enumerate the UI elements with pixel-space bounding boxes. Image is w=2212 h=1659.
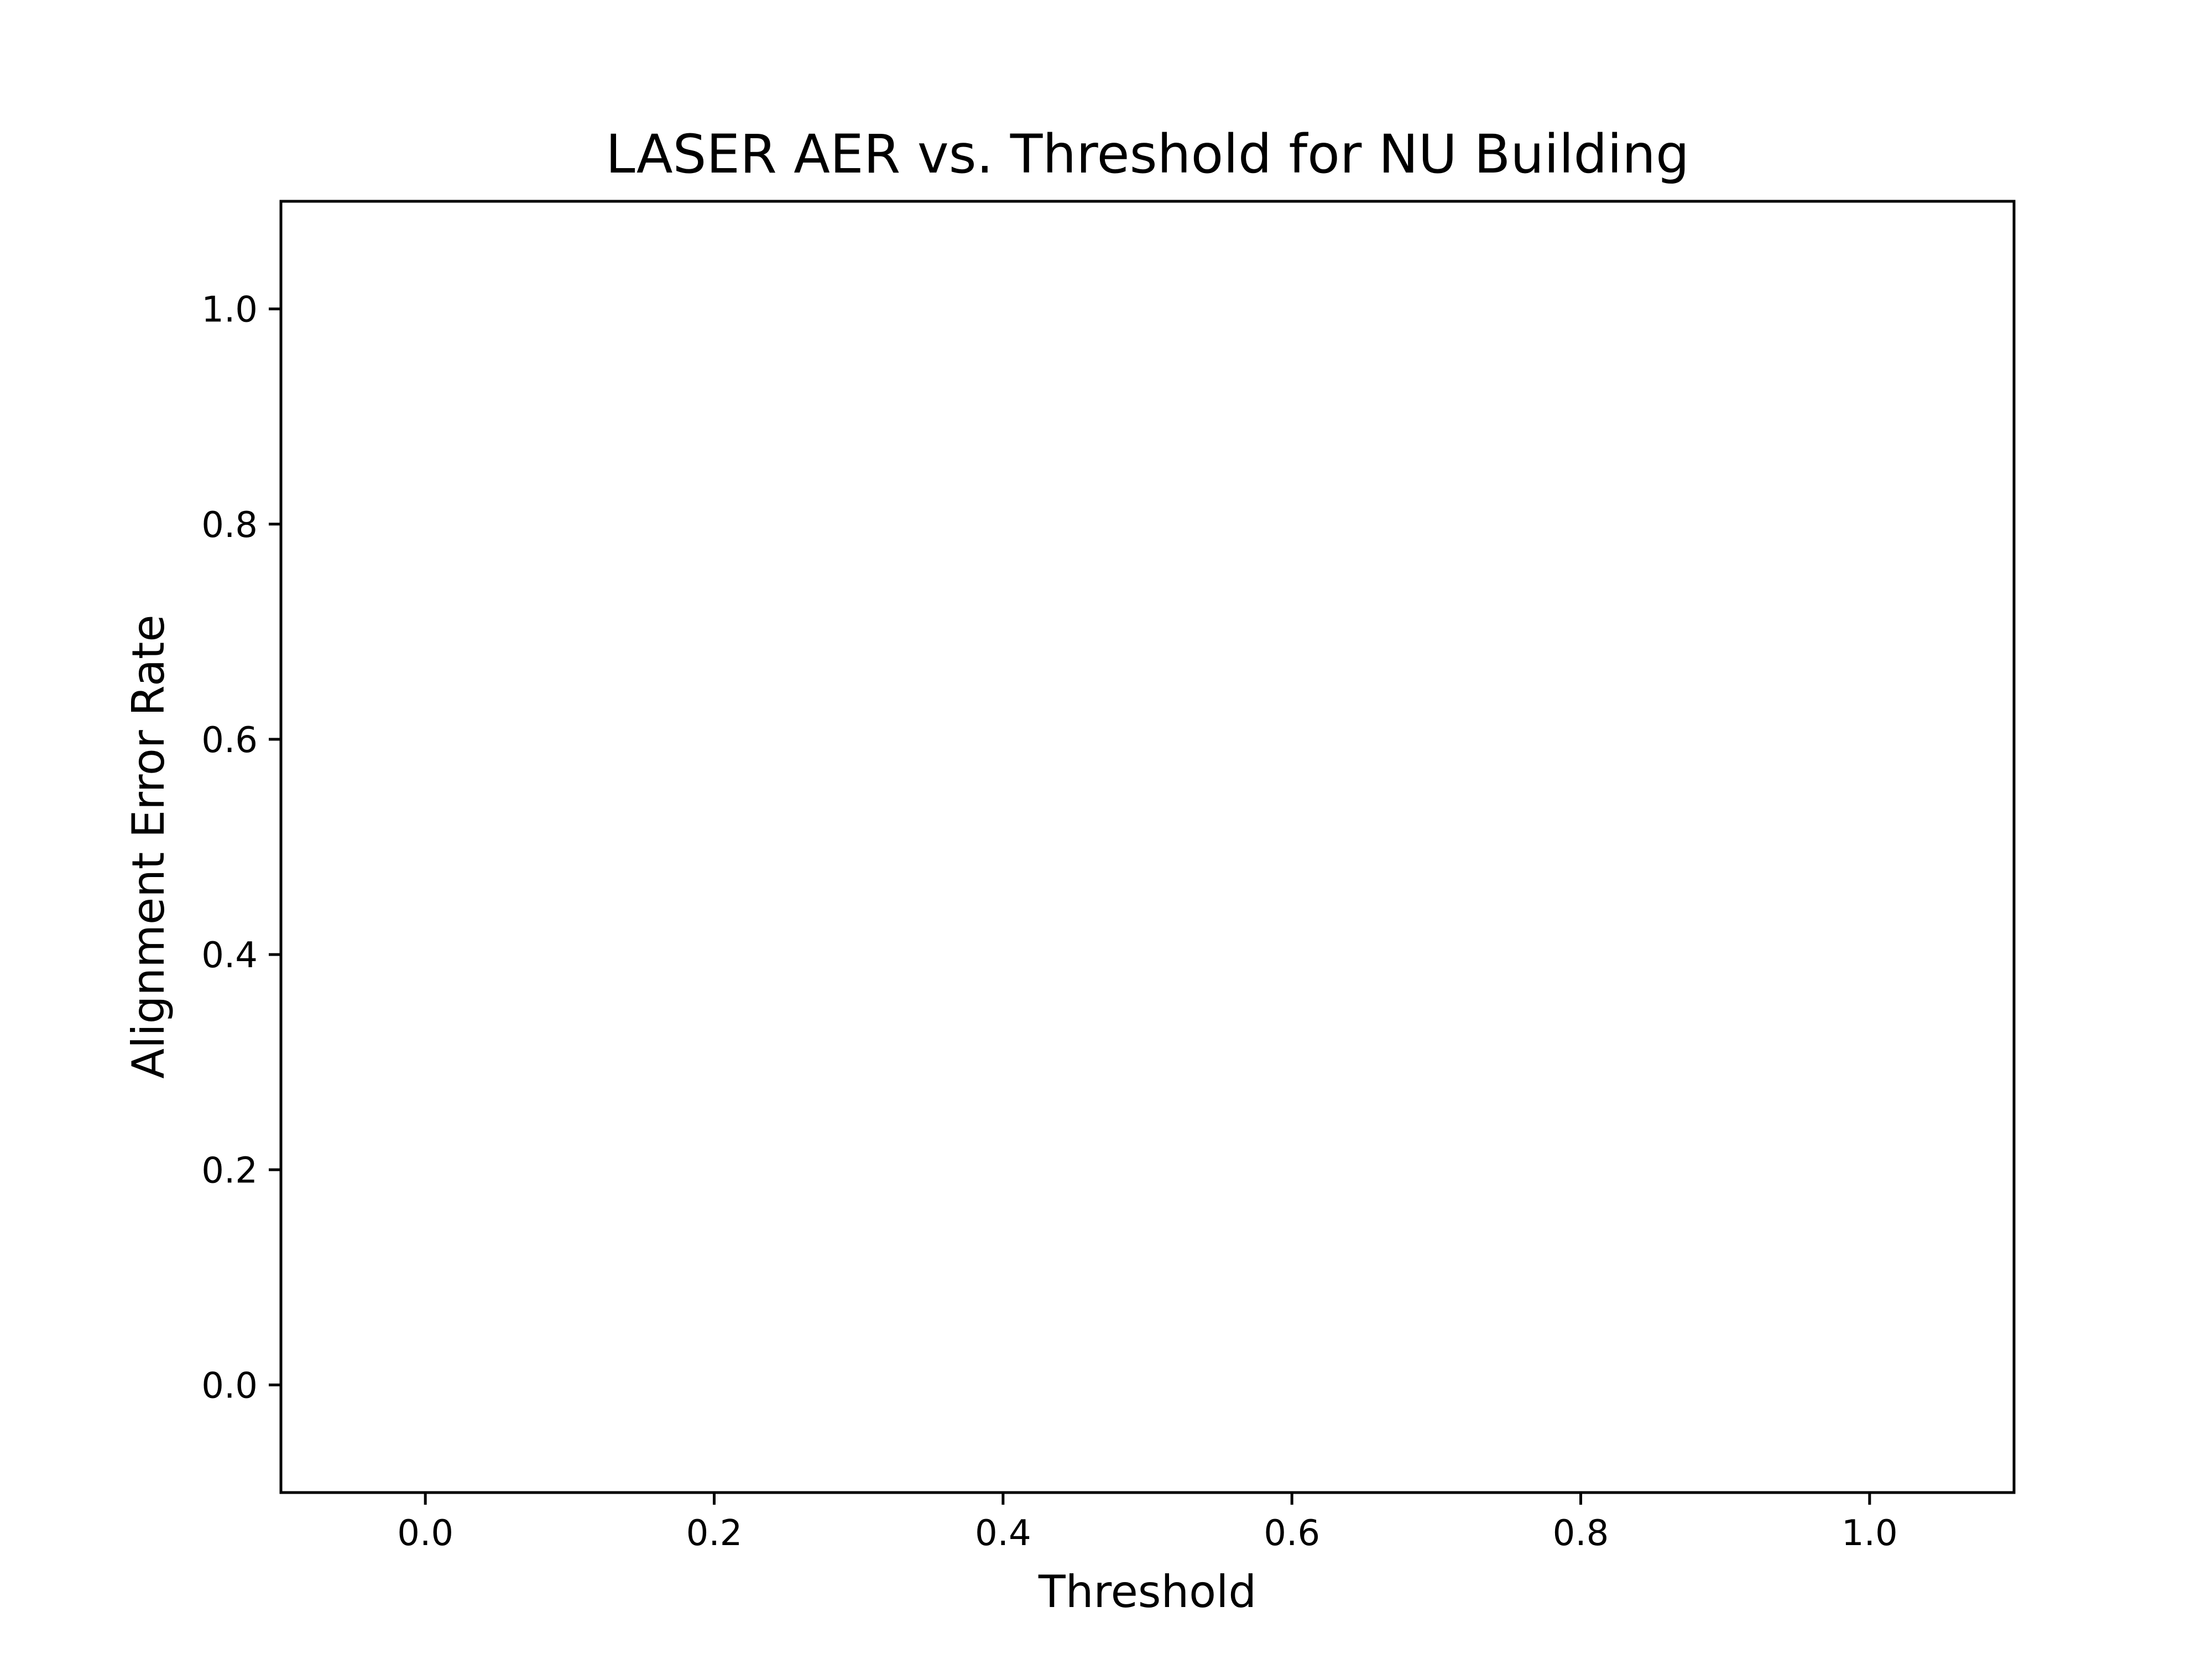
x-tick-label: 0.2 — [686, 1513, 743, 1554]
x-tick-label: 0.6 — [1264, 1513, 1320, 1554]
y-tick-label: 0.6 — [201, 720, 258, 761]
x-tick-label: 1.0 — [1841, 1513, 1898, 1554]
x-tick-label: 0.4 — [975, 1513, 1031, 1554]
plot-frame — [279, 200, 2016, 1494]
y-tick-label: 1.0 — [201, 290, 258, 331]
y-axis-ticks: 0.0 0.2 0.4 0.6 0.8 1.0 — [201, 290, 281, 1406]
y-tick-label: 0.2 — [201, 1150, 258, 1191]
x-tick-label: 0.8 — [1553, 1513, 1609, 1554]
x-tick-label: 0.0 — [397, 1513, 453, 1554]
y-tick-label: 0.4 — [201, 935, 258, 976]
y-tick-label: 0.8 — [201, 505, 258, 546]
y-axis-label: Alignment Error Rate — [123, 614, 174, 1078]
chart-title: LASER AER vs. Threshold for NU Building — [606, 123, 1689, 185]
y-tick-label: 0.0 — [201, 1365, 258, 1406]
x-axis-ticks: 0.0 0.2 0.4 0.6 0.8 1.0 — [397, 1493, 1898, 1554]
x-axis-label: Threshold — [1038, 1566, 1256, 1618]
